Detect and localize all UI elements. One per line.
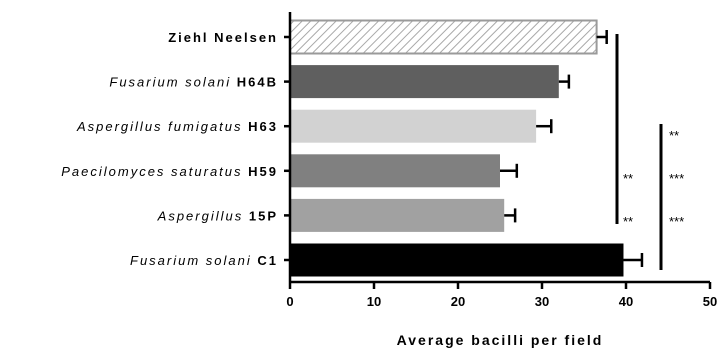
category-label-0: Ziehl Neelsen (168, 30, 278, 45)
category-label-4: Aspergillus 15P (157, 208, 278, 223)
x-tick-label-4: 40 (619, 294, 633, 309)
significance-label-2-1: *** (669, 171, 684, 186)
bar-2 (290, 109, 537, 143)
x-tick-label-5: 50 (703, 294, 717, 309)
category-label-2: Aspergillus fumigatus H63 (76, 119, 278, 134)
category-label-3: Paecilomyces saturatus H59 (61, 164, 278, 179)
significance-label-2-0: ** (669, 128, 679, 143)
category-label-5: Fusarium solani C1 (130, 253, 278, 268)
significance-label-1-1: ** (623, 214, 633, 229)
significance-label-1-0: ** (623, 171, 633, 186)
bar-3 (290, 154, 500, 188)
x-tick-label-0: 0 (286, 294, 293, 309)
x-tick-label-3: 30 (535, 294, 549, 309)
category-label-1: Fusarium solani H64B (109, 75, 278, 90)
x-tick-label-2: 20 (451, 294, 465, 309)
x-axis-title: Average bacilli per field (397, 332, 604, 348)
bar-1 (290, 65, 559, 99)
significance-label-2-2: *** (669, 214, 684, 229)
x-tick-label-1: 10 (367, 294, 381, 309)
bar-5 (290, 243, 624, 277)
bar-4 (290, 198, 505, 232)
bar-0 (289, 19, 598, 55)
